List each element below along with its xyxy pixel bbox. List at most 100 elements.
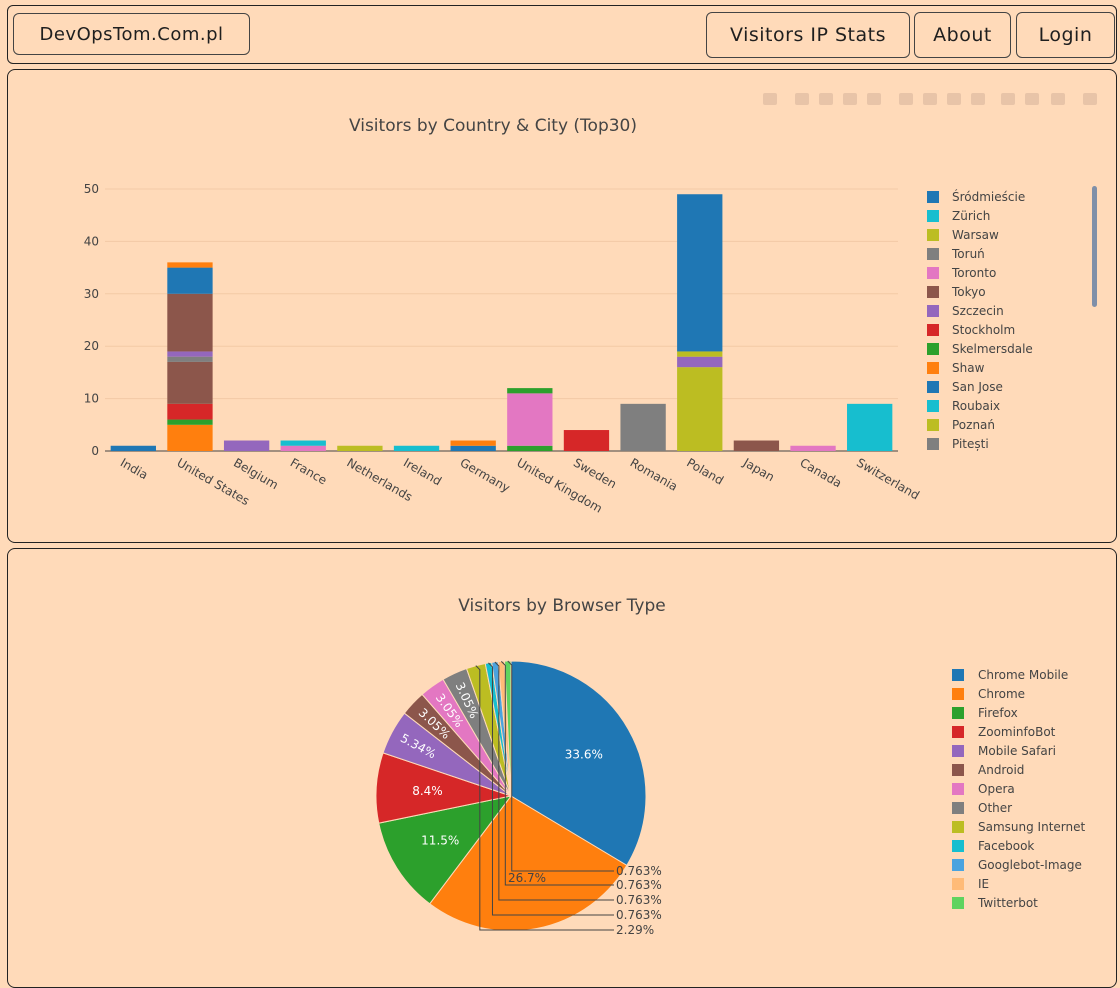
bar-segment[interactable] (507, 393, 553, 446)
legend-item[interactable]: Warsaw (927, 228, 999, 242)
legend-item[interactable]: Googlebot-Image (952, 858, 1082, 872)
bar-segment[interactable] (167, 262, 213, 268)
legend-item[interactable]: Firefox (952, 706, 1018, 720)
pie-slice[interactable] (378, 795, 513, 905)
legend-item[interactable]: Toronto (927, 266, 996, 280)
legend-item[interactable]: Roubaix (927, 399, 1000, 413)
legend-label: Shaw (952, 361, 985, 375)
legend-swatch (927, 343, 939, 355)
hover-closest-icon[interactable] (1025, 93, 1039, 105)
legend-item[interactable]: Android (952, 763, 1024, 777)
bar-segment[interactable] (167, 424, 213, 451)
legend-item[interactable]: Poznań (927, 418, 995, 432)
home-icon[interactable] (971, 93, 985, 105)
bar-segment[interactable] (167, 361, 213, 404)
legend-scrollbar[interactable] (1092, 186, 1097, 307)
bar-segment[interactable] (450, 440, 496, 446)
legend-item[interactable]: San Jose (927, 380, 1003, 394)
bar-segment[interactable] (167, 403, 213, 420)
legend-item[interactable]: Samsung Internet (952, 820, 1085, 834)
legend-item[interactable]: Mobile Safari (952, 744, 1056, 758)
brand-link[interactable]: DevOpsTom.Com.pl (13, 13, 250, 55)
autoscale-icon[interactable] (947, 93, 961, 105)
legend-item[interactable]: Tokyo (927, 285, 986, 299)
legend-label: San Jose (952, 380, 1003, 394)
legend-item[interactable]: Szczecin (927, 304, 1004, 318)
legend-label: Szczecin (952, 304, 1004, 318)
legend-item[interactable]: Twitterbot (952, 896, 1038, 910)
nav-visitors-ip-stats[interactable]: Visitors IP Stats (706, 12, 910, 58)
zoom-in-icon[interactable] (899, 93, 913, 105)
lasso-icon[interactable] (867, 93, 881, 105)
bar-segment[interactable] (393, 445, 440, 451)
nav-about[interactable]: About (914, 12, 1011, 58)
bar-segment[interactable] (790, 445, 836, 451)
bar-segment[interactable] (847, 403, 893, 451)
legend-label: Skelmersdale (952, 342, 1033, 356)
bar-segment[interactable] (110, 445, 156, 451)
chart-modebar (763, 93, 1097, 105)
legend-swatch (927, 324, 939, 336)
pie-slice[interactable] (429, 795, 628, 932)
bar-segment[interactable] (167, 293, 213, 352)
legend-item[interactable]: Zürich (927, 209, 990, 223)
hover-compare-icon[interactable] (1051, 93, 1065, 105)
bar-segment[interactable] (167, 267, 213, 294)
legend-item[interactable]: Facebook (952, 839, 1034, 853)
pie-slice[interactable] (510, 660, 647, 867)
legend-item[interactable]: Chrome (952, 687, 1025, 701)
bar-segment[interactable] (677, 367, 723, 451)
pie-value-label: 0.763% (616, 878, 662, 892)
pie-label-leader (500, 660, 614, 886)
camera-icon[interactable] (763, 93, 777, 105)
bar-segment[interactable] (280, 445, 326, 451)
legend-item[interactable]: Śródmieście (927, 189, 1025, 204)
legend-item[interactable]: Opera (952, 782, 1015, 796)
zoom-out-icon[interactable] (923, 93, 937, 105)
legend-item[interactable]: Pitești (927, 437, 989, 451)
nav-login[interactable]: Login (1016, 12, 1115, 58)
zoom-icon[interactable] (795, 93, 809, 105)
bar-segment[interactable] (167, 356, 213, 362)
bar-segment[interactable] (280, 440, 326, 446)
legend-item[interactable]: Stockholm (927, 323, 1015, 337)
legend-swatch (952, 726, 964, 738)
legend-item[interactable]: Other (952, 801, 1012, 815)
pan-icon[interactable] (819, 93, 833, 105)
box-select-icon[interactable] (843, 93, 857, 105)
navbar: DevOpsTom.Com.pl Visitors IP Stats About… (7, 5, 1117, 64)
legend-item[interactable]: ZoominfoBot (952, 725, 1056, 739)
plotly-logo-icon[interactable] (1083, 93, 1097, 105)
bar-segment[interactable] (507, 388, 553, 394)
spike-icon[interactable] (1001, 93, 1015, 105)
legend-item[interactable]: Shaw (927, 361, 985, 375)
legend-item[interactable]: Skelmersdale (927, 342, 1033, 356)
legend-label: Zürich (952, 209, 990, 223)
bar-segment[interactable] (677, 351, 723, 357)
bar-segment[interactable] (677, 194, 723, 352)
bar-segment[interactable] (450, 445, 496, 451)
legend-item[interactable]: IE (952, 877, 989, 891)
pie-value-label: 26.7% (508, 871, 546, 885)
legend-item[interactable]: Toruń (927, 247, 985, 261)
bar-segment[interactable] (620, 403, 666, 451)
bar-segment[interactable] (167, 419, 213, 425)
bar-segment[interactable] (507, 445, 553, 451)
legend-swatch (952, 897, 964, 909)
legend-label: Śródmieście (952, 189, 1025, 204)
legend-label: ZoominfoBot (978, 725, 1056, 739)
legend-swatch (952, 821, 964, 833)
legend-swatch (927, 362, 939, 374)
legend-swatch (927, 438, 939, 450)
bar-segment[interactable] (563, 430, 610, 451)
y-tick-label: 10 (84, 392, 99, 406)
bar-segment[interactable] (223, 440, 270, 451)
bar-segment[interactable] (677, 356, 723, 368)
bar-segment[interactable] (733, 440, 780, 451)
bar-segment[interactable] (167, 351, 213, 357)
bar-segment[interactable] (337, 445, 383, 451)
pie-value-label: 33.6% (565, 748, 603, 762)
bar-gridlines (105, 188, 898, 452)
legend-item[interactable]: Chrome Mobile (952, 668, 1068, 682)
y-tick-label: 0 (91, 444, 99, 458)
